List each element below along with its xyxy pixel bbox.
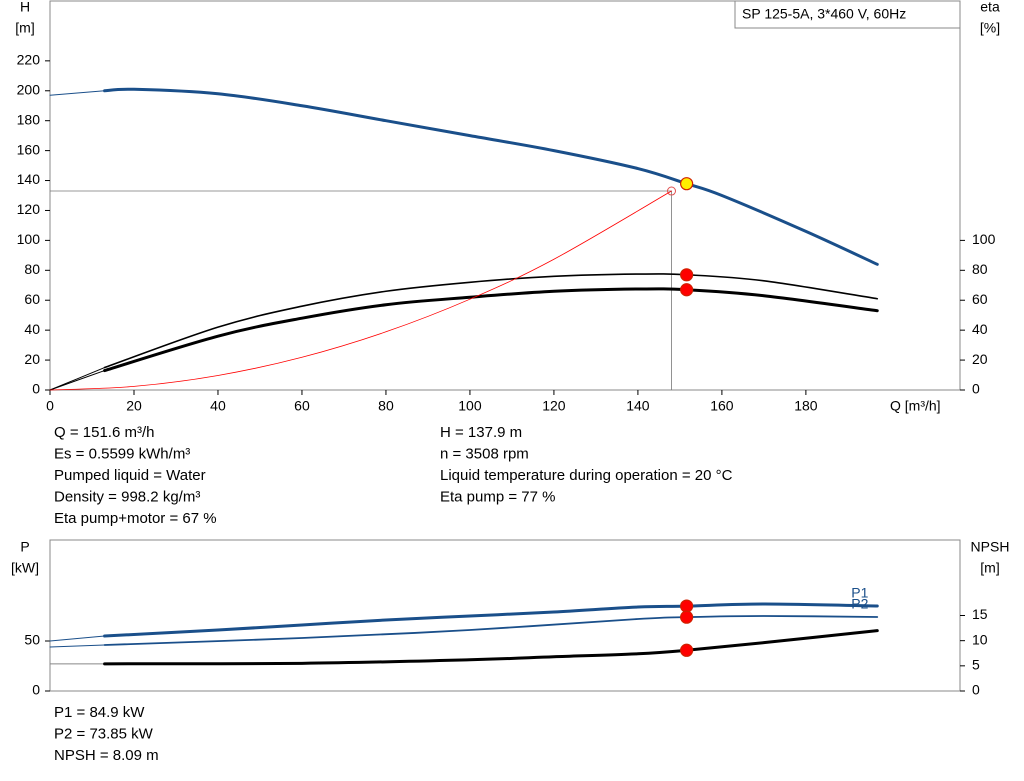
y2-axis-label: [m] [980, 560, 999, 576]
y-axis-label: [m] [15, 20, 34, 36]
y2-axis-label: [%] [980, 20, 1000, 36]
y-tick-label: 220 [17, 52, 41, 68]
y-tick-label: 140 [17, 171, 41, 187]
series-label: P1 [851, 585, 868, 601]
x-tick-label: 40 [210, 398, 226, 414]
info-text: Liquid temperature during operation = 20… [440, 467, 733, 484]
y2-axis-label: eta [980, 0, 1000, 15]
y-tick-label: 60 [24, 291, 40, 307]
info-text: P1 = 84.9 kW [54, 704, 145, 721]
info-text: Density = 998.2 kg/m³ [54, 488, 200, 505]
info-text: H = 137.9 m [440, 424, 522, 441]
y-axis-label: P [20, 539, 29, 555]
y-tick-label: 160 [17, 141, 41, 157]
curve [103, 87, 879, 266]
info-text: P2 = 73.85 kW [54, 725, 154, 742]
y2-tick-label: 0 [972, 381, 980, 397]
y-tick-label: 180 [17, 111, 41, 127]
info-text: Q = 151.6 m³/h [54, 424, 154, 441]
y2-tick-label: 10 [972, 631, 988, 647]
curve [49, 90, 106, 96]
x-tick-label: 0 [46, 398, 54, 414]
curve [49, 370, 106, 391]
y-tick-label: 0 [32, 682, 40, 698]
operating-point [680, 177, 694, 191]
operating-point [680, 599, 694, 613]
y2-tick-label: 0 [972, 682, 980, 698]
x-tick-label: 120 [542, 398, 566, 414]
x-tick-label: 60 [294, 398, 310, 414]
curve [49, 635, 106, 642]
info-text: NPSH = 8.09 m [54, 747, 159, 764]
series-label: P2 [851, 596, 868, 612]
x-axis-label: Q [m³/h] [890, 398, 941, 414]
x-tick-label: 160 [710, 398, 734, 414]
y-tick-label: 80 [24, 261, 40, 277]
y2-tick-label: 40 [972, 321, 988, 337]
operating-point [680, 283, 694, 297]
curve [49, 644, 106, 648]
y-axis-label: [kW] [11, 560, 39, 576]
curve [103, 629, 879, 666]
curve [103, 273, 879, 369]
y-axis-label: H [20, 0, 30, 15]
info-text: n = 3508 rpm [440, 445, 529, 462]
x-tick-label: 100 [458, 398, 482, 414]
x-tick-label: 20 [126, 398, 142, 414]
curve [103, 602, 879, 638]
y-tick-label: 40 [24, 321, 40, 337]
y-tick-label: 50 [24, 632, 40, 648]
y-tick-label: 120 [17, 201, 41, 217]
operating-point [680, 610, 694, 624]
y-tick-label: 200 [17, 81, 41, 97]
x-tick-label: 80 [378, 398, 394, 414]
y2-axis-label: NPSH [971, 539, 1010, 555]
info-text: Eta pump = 77 % [440, 488, 556, 505]
chart-title: SP 125-5A, 3*460 V, 60Hz [742, 6, 906, 22]
y-tick-label: 0 [32, 381, 40, 397]
y2-tick-label: 100 [972, 231, 996, 247]
curve [103, 615, 879, 646]
y2-tick-label: 60 [972, 291, 988, 307]
y2-tick-label: 15 [972, 606, 988, 622]
title-box [734, 0, 961, 29]
y2-tick-label: 20 [972, 351, 988, 367]
y-tick-label: 20 [24, 351, 40, 367]
y2-tick-label: 5 [972, 657, 980, 673]
y-tick-label: 100 [17, 231, 41, 247]
plot-area [49, 0, 961, 391]
operating-point [680, 268, 694, 282]
curve [103, 287, 879, 373]
info-text: Es = 0.5599 kWh/m³ [54, 445, 190, 462]
x-tick-label: 180 [794, 398, 818, 414]
x-tick-label: 140 [626, 398, 650, 414]
info-text: Eta pump+motor = 67 % [54, 510, 217, 527]
y2-tick-label: 80 [972, 261, 988, 277]
curve [49, 190, 672, 391]
guide-point [667, 186, 677, 196]
operating-point [680, 643, 694, 657]
info-text: Pumped liquid = Water [54, 467, 206, 484]
